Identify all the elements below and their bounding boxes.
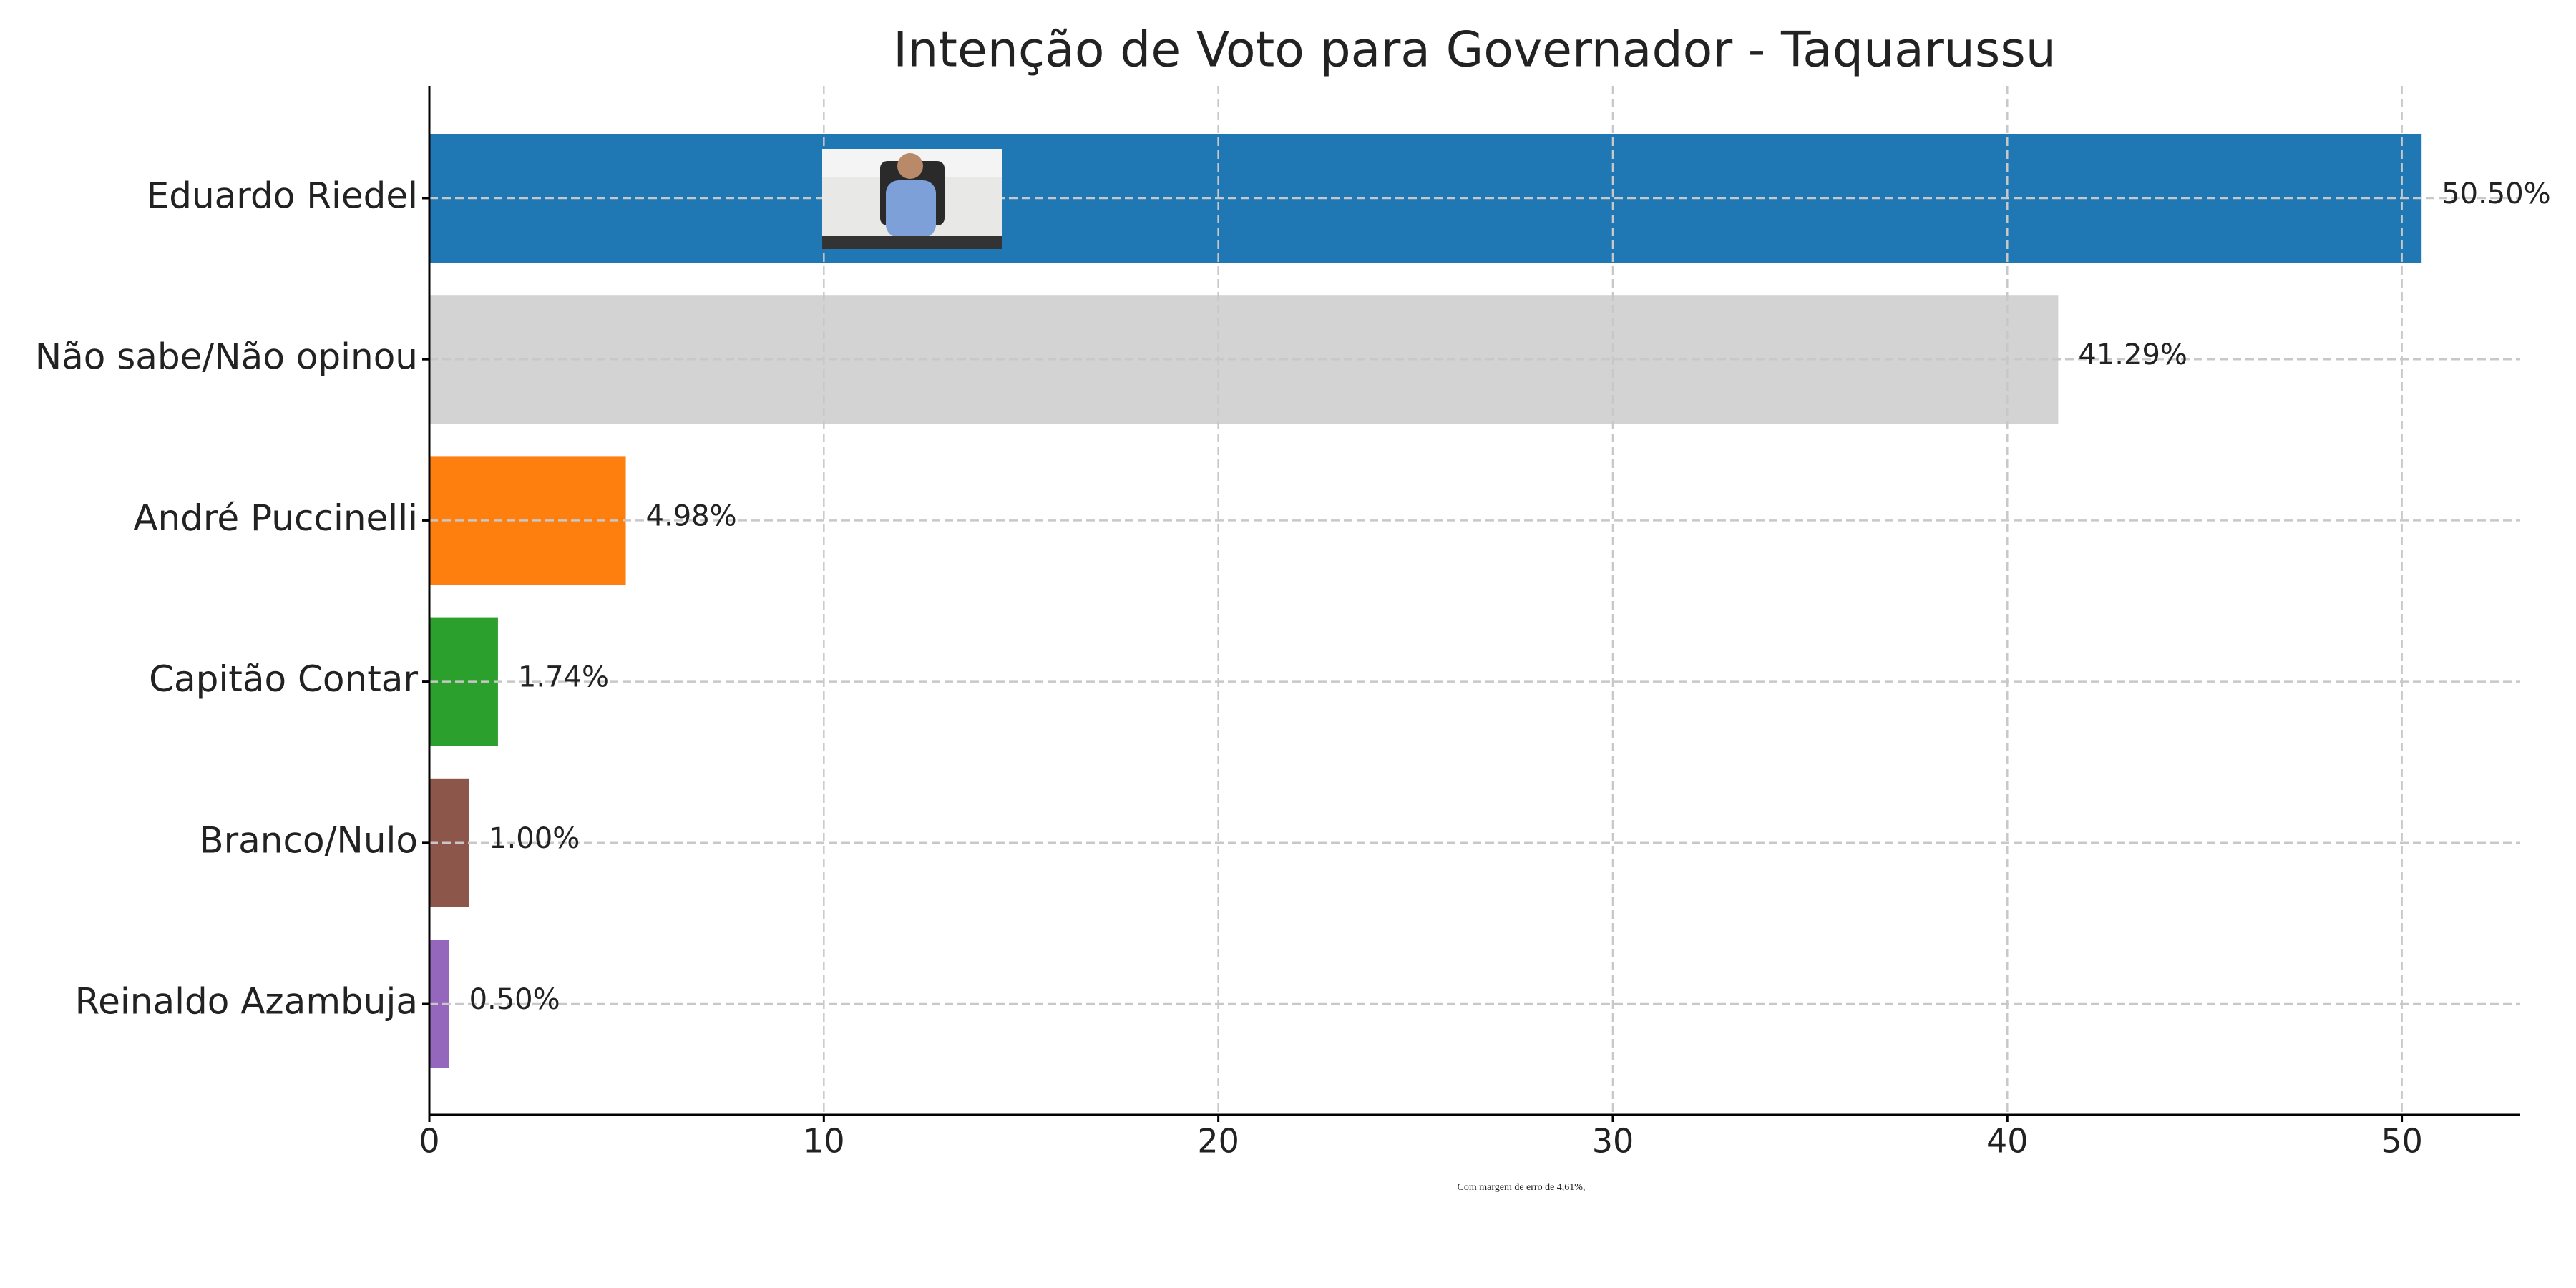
x-tick-label: 50 — [2381, 1122, 2423, 1161]
candidate-photo — [822, 149, 1002, 249]
x-tick-label: 0 — [419, 1122, 439, 1161]
value-label: 50.50% — [2441, 177, 2551, 210]
value-label: 0.50% — [469, 983, 560, 1016]
y-tick-label: Não sabe/Não opinou — [35, 336, 418, 378]
value-label: 1.74% — [518, 661, 609, 694]
value-label: 41.29% — [2078, 338, 2187, 371]
grid — [428, 86, 2520, 1115]
value-label: 4.98% — [646, 499, 737, 532]
y-tick-label: André Puccinelli — [133, 497, 418, 539]
y-tick-label: Eduardo Riedel — [147, 175, 418, 217]
value-label: 1.00% — [489, 822, 580, 855]
x-tick-label: 30 — [1592, 1122, 1634, 1161]
y-tick-label: Reinaldo Azambuja — [75, 981, 418, 1023]
chart-title: Intenção de Voto para Governador - Taqua… — [893, 22, 2057, 79]
x-tick-label: 20 — [1197, 1122, 1239, 1161]
photo-desk — [822, 236, 1002, 249]
photo-head — [897, 153, 923, 179]
y-tick-label: Branco/Nulo — [199, 819, 418, 861]
y-tick-label: Capitão Contar — [149, 658, 418, 700]
axes: 0 10 20 30 40 50 Eduardo Riedel 50.50% Não sabe/… — [35, 86, 2551, 1161]
x-tick-label: 40 — [1986, 1122, 2029, 1161]
photo-shirt — [886, 180, 936, 238]
footnote: Com margem de erro de 4,61%, — [1458, 1182, 1586, 1193]
x-tick-label: 10 — [803, 1122, 845, 1161]
